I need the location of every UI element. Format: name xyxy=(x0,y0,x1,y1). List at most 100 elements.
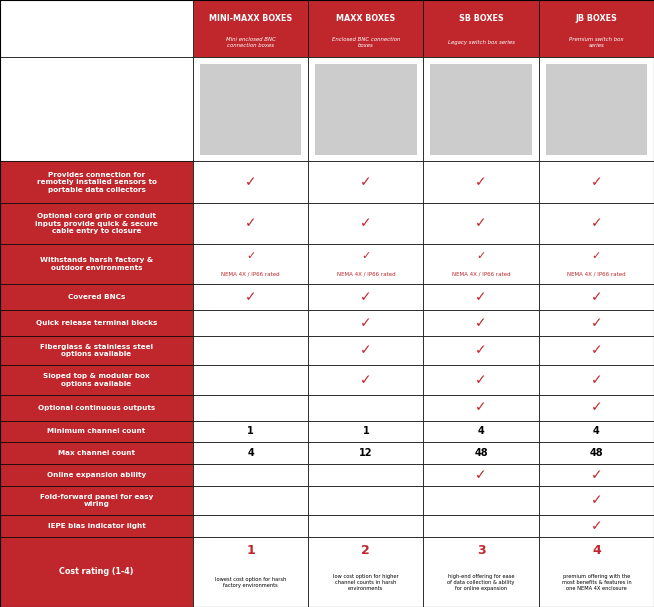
Bar xyxy=(308,58,424,161)
Bar xyxy=(0,443,193,464)
Bar xyxy=(424,395,539,421)
Text: NEMA 4X / IP66 rated: NEMA 4X / IP66 rated xyxy=(567,271,626,276)
Text: ✓: ✓ xyxy=(361,251,371,261)
Bar xyxy=(539,203,654,244)
Text: Cost rating (1-4): Cost rating (1-4) xyxy=(60,568,133,577)
Bar xyxy=(539,464,654,486)
Bar xyxy=(308,284,424,310)
Bar xyxy=(430,64,532,155)
Bar xyxy=(0,365,193,395)
Bar xyxy=(424,365,539,395)
Text: ✓: ✓ xyxy=(246,251,255,261)
Bar xyxy=(424,161,539,203)
Text: ✓: ✓ xyxy=(475,373,487,387)
Text: Fold-forward panel for easy
wiring: Fold-forward panel for easy wiring xyxy=(40,493,153,507)
Text: 12: 12 xyxy=(359,448,373,458)
Text: Withstands harsh factory &
outdoor environments: Withstands harsh factory & outdoor envir… xyxy=(40,257,153,271)
Text: Minimum channel count: Minimum channel count xyxy=(47,429,146,435)
Bar xyxy=(193,443,308,464)
Bar xyxy=(0,203,193,244)
Bar xyxy=(0,515,193,537)
Text: ✓: ✓ xyxy=(245,175,256,189)
Text: Legacy switch box series: Legacy switch box series xyxy=(447,40,515,45)
Text: premium offering with the
most benefits & features in
one NEMA 4X enclosure: premium offering with the most benefits … xyxy=(562,574,631,591)
Text: ✓: ✓ xyxy=(592,251,601,261)
Bar xyxy=(545,64,647,155)
Bar xyxy=(308,161,424,203)
Bar xyxy=(308,336,424,365)
Text: low cost option for higher
channel counts in harsh
environments: low cost option for higher channel count… xyxy=(333,574,399,591)
Bar xyxy=(308,395,424,421)
Bar xyxy=(0,336,193,365)
Bar xyxy=(424,486,539,515)
Text: ✓: ✓ xyxy=(475,290,487,304)
Bar xyxy=(424,537,539,607)
Bar xyxy=(0,310,193,336)
Bar xyxy=(539,515,654,537)
Text: ✓: ✓ xyxy=(245,290,256,304)
Bar xyxy=(193,203,308,244)
Bar xyxy=(424,464,539,486)
Bar xyxy=(424,0,539,58)
Text: ✓: ✓ xyxy=(591,316,602,330)
Text: MINI-MAXX BOXES: MINI-MAXX BOXES xyxy=(209,15,292,24)
Text: Quick release terminal blocks: Quick release terminal blocks xyxy=(36,320,157,326)
Text: 48: 48 xyxy=(474,448,488,458)
Text: MAXX BOXES: MAXX BOXES xyxy=(336,15,396,24)
Bar xyxy=(193,0,308,58)
Bar xyxy=(193,464,308,486)
Bar xyxy=(539,310,654,336)
Bar xyxy=(308,203,424,244)
Bar xyxy=(308,310,424,336)
Bar xyxy=(424,421,539,443)
Bar xyxy=(539,421,654,443)
Bar xyxy=(193,336,308,365)
Text: 1: 1 xyxy=(362,427,370,436)
Bar xyxy=(424,310,539,336)
Bar xyxy=(308,537,424,607)
Bar xyxy=(308,0,424,58)
Text: ✓: ✓ xyxy=(476,251,486,261)
Bar xyxy=(308,515,424,537)
Text: ✓: ✓ xyxy=(360,316,371,330)
Text: ✓: ✓ xyxy=(245,217,256,231)
Text: 48: 48 xyxy=(589,448,603,458)
Text: ✓: ✓ xyxy=(591,290,602,304)
Bar xyxy=(0,284,193,310)
Bar xyxy=(424,443,539,464)
Bar xyxy=(193,365,308,395)
Bar xyxy=(539,244,654,284)
Text: ✓: ✓ xyxy=(591,468,602,482)
Text: ✓: ✓ xyxy=(475,468,487,482)
Bar xyxy=(539,336,654,365)
Text: 4: 4 xyxy=(247,448,254,458)
Bar xyxy=(539,284,654,310)
Text: Provides connection for
remotely installed sensors to
portable data collectors: Provides connection for remotely install… xyxy=(37,172,156,193)
Text: ✓: ✓ xyxy=(360,344,371,358)
Text: ✓: ✓ xyxy=(591,493,602,507)
Bar xyxy=(539,443,654,464)
Bar xyxy=(308,365,424,395)
Bar xyxy=(193,244,308,284)
Text: high-end offering for ease
of data collection & ability
for online expansion: high-end offering for ease of data colle… xyxy=(447,574,515,591)
Bar xyxy=(308,244,424,284)
Text: ✓: ✓ xyxy=(591,175,602,189)
Bar xyxy=(193,161,308,203)
Text: 3: 3 xyxy=(477,544,485,557)
Bar xyxy=(424,203,539,244)
Text: ✓: ✓ xyxy=(360,290,371,304)
Text: Online expansion ability: Online expansion ability xyxy=(47,472,146,478)
Text: Mini enclosed BNC
connection boxes: Mini enclosed BNC connection boxes xyxy=(226,37,275,48)
Bar xyxy=(539,395,654,421)
Bar xyxy=(539,365,654,395)
Text: ✓: ✓ xyxy=(360,373,371,387)
Bar xyxy=(315,64,417,155)
Bar xyxy=(0,58,193,161)
Bar xyxy=(0,486,193,515)
Text: ✓: ✓ xyxy=(591,344,602,358)
Text: 2: 2 xyxy=(362,544,370,557)
Text: Optional cord grip or conduit
inputs provide quick & secure
cable entry to closu: Optional cord grip or conduit inputs pro… xyxy=(35,213,158,234)
Text: Optional continuous outputs: Optional continuous outputs xyxy=(38,405,155,410)
Bar xyxy=(193,58,308,161)
Text: Fiberglass & stainless steel
options available: Fiberglass & stainless steel options ava… xyxy=(40,344,153,357)
